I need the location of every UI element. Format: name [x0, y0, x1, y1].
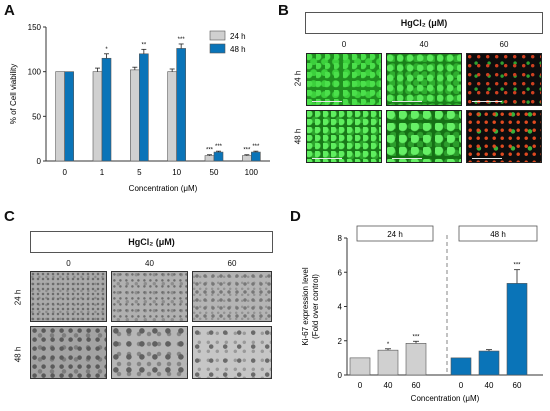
- panel-letter-d: D: [290, 208, 301, 225]
- hgcl2-header-c: HgCl₂ (μM): [30, 231, 273, 253]
- x-axis-title: Concentration (μM): [129, 184, 198, 193]
- scale-bar: [392, 158, 422, 159]
- scale-bar: [472, 158, 502, 159]
- bar: [101, 57, 112, 162]
- x-tick-label: 40: [485, 381, 494, 390]
- significance-marker: ***: [513, 263, 521, 269]
- significance-marker: *: [387, 342, 390, 348]
- bar: [130, 69, 140, 162]
- phase-image-48h-60: [192, 326, 272, 379]
- row-label-b-48h: 48 h: [293, 128, 303, 145]
- scale-bar: [392, 101, 422, 102]
- hgcl2-header-b: HgCl₂ (μM): [305, 12, 543, 34]
- significance-marker: ***: [178, 37, 186, 43]
- x-tick-label: 5: [137, 168, 142, 177]
- bar: [242, 155, 252, 162]
- y-axis-subtitle: (Fold over control): [311, 274, 320, 339]
- x-tick-label: 40: [384, 381, 393, 390]
- y-tick-label: 100: [28, 68, 42, 77]
- y-tick-label: 8: [338, 234, 343, 243]
- x-tick-label: 0: [62, 168, 67, 177]
- bar: [405, 343, 427, 376]
- y-axis-title: % of Cell viability: [9, 64, 18, 124]
- group-header-box: [356, 225, 434, 242]
- col-label-c-60: 60: [227, 259, 237, 268]
- significance-marker: ***: [412, 334, 420, 340]
- y-tick-label: 0: [37, 157, 42, 166]
- phase-image-24h-60: [192, 271, 272, 322]
- significance-marker: ***: [215, 144, 223, 150]
- row-label-c-24h: 24 h: [13, 289, 23, 306]
- x-tick-label: 60: [412, 381, 421, 390]
- scale-bar: [312, 158, 342, 159]
- bar: [204, 155, 215, 162]
- phase-image-24h-40: [111, 271, 188, 322]
- x-tick-label: 100: [245, 168, 259, 177]
- x-tick-label: 0: [459, 381, 464, 390]
- bar: [478, 350, 500, 376]
- x-tick-label: 0: [358, 381, 363, 390]
- row-label-c-48h: 48 h: [13, 346, 23, 363]
- y-tick-label: 0: [338, 371, 343, 380]
- scale-bar: [472, 101, 502, 102]
- col-label-b-40: 40: [419, 40, 429, 49]
- live-dead-image-48h-0: [306, 110, 382, 163]
- bar: [92, 71, 103, 162]
- panel-letter-b: B: [278, 2, 289, 19]
- ki67-bar-chart: 0 2 4 6 8 Ki-67 expression level (Fold over co…: [301, 225, 543, 403]
- group-header-box: [458, 225, 538, 242]
- row-label-b-24h: 24 h: [293, 70, 303, 87]
- significance-marker: ***: [252, 144, 260, 150]
- live-dead-image-48h-40: [386, 110, 462, 163]
- col-label-b-0: 0: [341, 40, 347, 49]
- y-tick-label: 2: [338, 337, 343, 346]
- live-dead-image-24h-0: [306, 53, 382, 106]
- significance-marker: ***: [206, 148, 214, 154]
- legend-swatch: [209, 30, 226, 41]
- col-label-c-40: 40: [145, 259, 154, 268]
- x-tick-label: 60: [513, 381, 522, 390]
- bar: [167, 71, 177, 162]
- scale-bar: [312, 101, 342, 102]
- bar: [377, 349, 399, 376]
- x-axis-title: Concentration (μM): [411, 394, 480, 403]
- panel-letter-c: C: [4, 208, 15, 225]
- x-tick-label: 50: [210, 168, 219, 177]
- phase-image-48h-40: [111, 326, 188, 379]
- live-dead-image-48h-60: [466, 110, 542, 163]
- bar: [506, 283, 528, 376]
- group-header-label: 48 h: [490, 230, 506, 239]
- phase-image-24h-0: [30, 271, 107, 322]
- bar: [64, 71, 74, 162]
- legend-swatch: [209, 43, 226, 54]
- bar: [251, 151, 261, 162]
- y-tick-label: 4: [338, 303, 343, 312]
- bar: [450, 357, 472, 376]
- y-tick-label: 6: [338, 268, 343, 277]
- y-tick-label: 150: [28, 23, 42, 32]
- significance-marker: **: [141, 42, 146, 48]
- phase-image-48h-0: [30, 326, 107, 379]
- significance-marker: *: [105, 47, 108, 53]
- y-tick-label: 50: [32, 112, 41, 121]
- bar: [139, 53, 149, 162]
- bar: [55, 71, 65, 162]
- legend-label: 48 h: [230, 45, 246, 54]
- y-axis-title: Ki-67 expression level: [301, 267, 310, 345]
- group-header-label: 24 h: [387, 230, 403, 239]
- bar: [176, 48, 186, 162]
- significance-marker: ***: [243, 148, 251, 154]
- col-label-c-0: 0: [66, 259, 71, 268]
- live-dead-image-24h-40: [386, 53, 462, 106]
- col-label-b-60: 60: [499, 40, 509, 49]
- x-tick-label: 10: [172, 168, 181, 177]
- bar: [349, 357, 371, 376]
- panel-letter-a: A: [4, 2, 15, 19]
- live-dead-image-24h-60: [466, 53, 542, 106]
- legend-label: 24 h: [230, 32, 246, 41]
- x-tick-label: 1: [100, 168, 105, 177]
- bar: [213, 151, 224, 162]
